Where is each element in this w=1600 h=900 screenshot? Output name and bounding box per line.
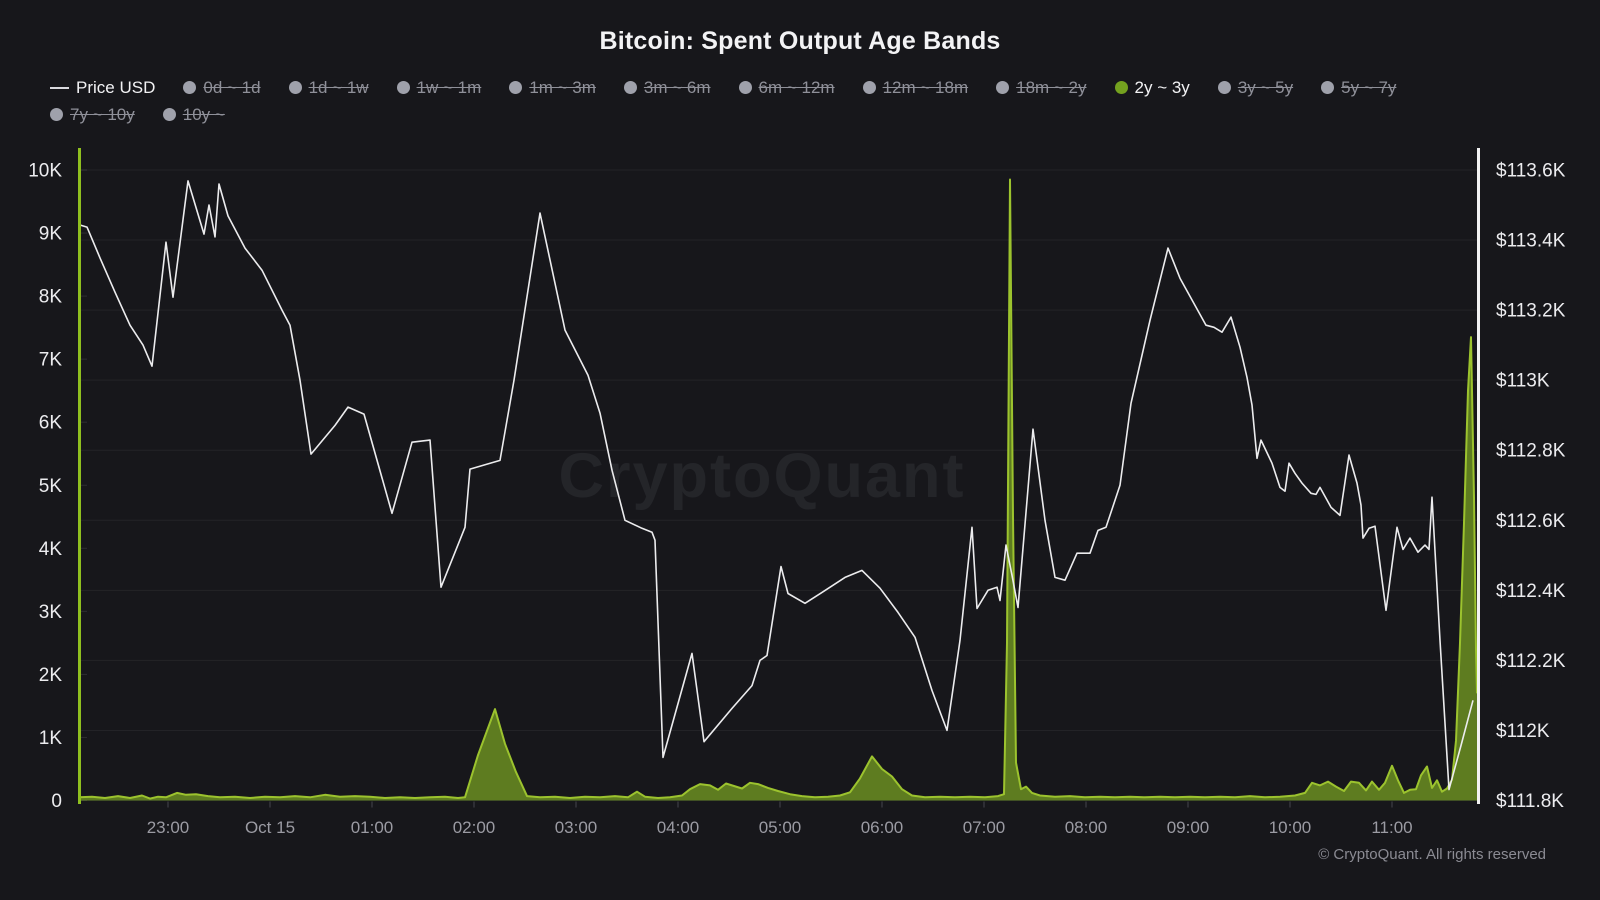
x-axis-label: 10:00: [1269, 818, 1312, 837]
right-axis-label: $112.8K: [1496, 441, 1566, 462]
band-dot-marker: [183, 81, 197, 94]
legend-item-label: 5y ~ 7y: [1341, 78, 1397, 97]
left-axis-label: 7K: [39, 350, 63, 371]
legend-item-label: 0d ~ 1d: [203, 78, 261, 97]
copyright-text: © CryptoQuant. All rights reserved: [1318, 846, 1546, 863]
legend-item-label: Price USD: [76, 78, 156, 97]
x-axis-label: 07:00: [963, 818, 1006, 837]
legend-item-label: 12m ~ 18m: [882, 78, 969, 97]
x-axis-label: 03:00: [555, 818, 598, 837]
legend-item-label: 2y ~ 3y: [1134, 78, 1190, 97]
band-dot-marker: [1114, 81, 1128, 94]
x-axis-label: 01:00: [351, 818, 394, 837]
legend-item-label: 3y ~ 5y: [1237, 78, 1294, 97]
legend-item-1m-3m[interactable]: 1m ~ 3m: [509, 75, 596, 100]
left-axis-label: 8K: [39, 287, 63, 308]
left-axis-label: 0: [51, 791, 62, 812]
band-dot-marker: [162, 108, 176, 121]
legend-item-6m-12m[interactable]: 6m ~ 12m: [738, 75, 835, 100]
x-axis-label: 08:00: [1065, 818, 1108, 837]
right-axis-label: $113.4K: [1496, 231, 1566, 252]
legend-item-18m-2y[interactable]: 18m ~ 2y: [996, 75, 1087, 100]
legend-item-2y-3y[interactable]: 2y ~ 3y: [1114, 75, 1190, 100]
legend-item-label: 6m ~ 12m: [758, 78, 835, 97]
right-axis-label: $111.8K: [1496, 791, 1564, 812]
legend-item-1d-1w[interactable]: 1d ~ 1w: [288, 75, 369, 100]
left-axis-label: 1K: [39, 728, 63, 749]
band-dot-marker: [1217, 81, 1231, 94]
legend-item-price-usd[interactable]: Price USD: [50, 75, 155, 100]
band-dot-marker: [862, 81, 876, 94]
x-axis-label: 05:00: [759, 818, 802, 837]
right-axis-label: $112.6K: [1496, 511, 1566, 532]
legend-item-3m-6m[interactable]: 3m ~ 6m: [623, 75, 711, 100]
legend-item-label: 10y ~: [182, 105, 225, 124]
left-axis-label: 2K: [39, 665, 63, 686]
legend-item-label: 1d ~ 1w: [308, 78, 369, 97]
right-axis-label: $112K: [1496, 721, 1550, 742]
legend-item-1w-1m[interactable]: 1w ~ 1m: [396, 75, 482, 100]
legend-item-label: 18m ~ 2y: [1016, 78, 1087, 97]
legend-item-label: 1w ~ 1m: [416, 78, 482, 97]
legend-item-label: 7y ~ 10y: [70, 105, 135, 124]
left-axis-label: 6K: [39, 413, 63, 434]
watermark-text: CryptoQuant: [559, 441, 966, 511]
x-axis-label: 23:00: [147, 818, 190, 837]
legend-item-label: 3m ~ 6m: [643, 78, 711, 97]
legend-item-10y[interactable]: 10y ~: [162, 102, 225, 127]
band-dot-marker: [396, 81, 410, 94]
band-dot-marker: [996, 81, 1010, 94]
band-dot-marker: [738, 81, 752, 94]
legend-item-5y-7y[interactable]: 5y ~ 7y: [1321, 75, 1396, 100]
price-line: [79, 180, 1474, 791]
legend-item-3y-5y[interactable]: 3y ~ 5y: [1217, 75, 1294, 100]
left-axis-label: 10K: [28, 161, 62, 182]
chart-title: Bitcoin: Spent Output Age Bands: [599, 27, 1001, 55]
age-band-outline: [78, 178, 1478, 800]
right-axis-label: $112.4K: [1496, 581, 1566, 602]
x-axis-label: Oct 15: [245, 818, 295, 837]
x-axis-label: 04:00: [657, 818, 700, 837]
band-dot-marker: [50, 108, 63, 121]
band-dot-marker: [623, 81, 637, 94]
right-axis-label: $112.2K: [1496, 651, 1566, 672]
left-axis-label: 5K: [39, 476, 63, 497]
right-axis-label: $113K: [1496, 371, 1550, 392]
x-axis-label: 02:00: [453, 818, 496, 837]
left-axis-label: 3K: [39, 602, 63, 623]
right-axis-label: $113.2K: [1496, 301, 1566, 322]
x-axis-label: 11:00: [1371, 818, 1412, 837]
x-axis-label: 09:00: [1167, 818, 1210, 837]
right-axis-label: $113.6K: [1496, 161, 1566, 182]
band-dot-marker: [1321, 81, 1335, 94]
price-line-marker: [50, 86, 69, 89]
legend-item-0d-1d[interactable]: 0d ~ 1d: [183, 75, 261, 100]
legend-item-label: 1m ~ 3m: [529, 78, 596, 97]
left-axis-label: 9K: [39, 224, 63, 245]
band-dot-marker: [509, 81, 523, 94]
band-dot-marker: [288, 81, 302, 94]
left-axis-label: 4K: [39, 539, 63, 560]
legend: Price USD 0d ~ 1d 1d ~ 1w 1w ~ 1m 1m ~ 3m 3m …: [50, 75, 1482, 127]
legend-item-12m-18m[interactable]: 12m ~ 18m: [862, 75, 969, 100]
legend-item-7y-10y[interactable]: 7y ~ 10y: [50, 102, 135, 127]
x-axis-label: 06:00: [861, 818, 904, 837]
